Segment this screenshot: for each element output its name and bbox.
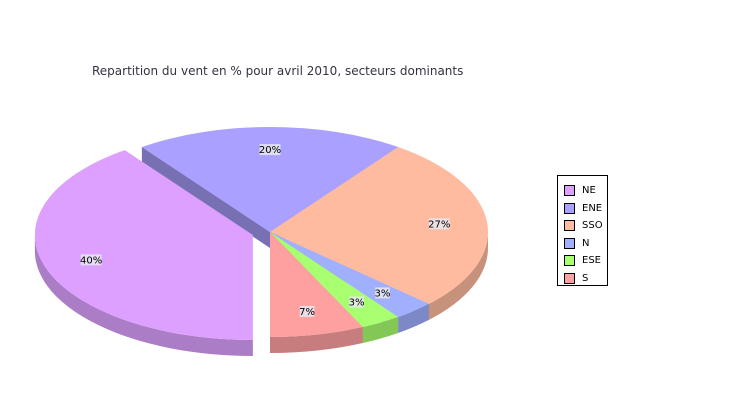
pie-side-ne: [34, 235, 253, 357]
legend-swatch: [564, 272, 575, 284]
pie-slice-s: [270, 232, 363, 337]
pie-edge-ene: [141, 147, 270, 248]
slice-label-sso: 27%: [428, 219, 450, 230]
slice-label-bg: [349, 296, 364, 308]
slice-label-ne: 40%: [80, 255, 102, 266]
legend-label: SSO: [582, 220, 603, 232]
slice-label-n: 3%: [375, 288, 391, 299]
slice-label-s: 7%: [299, 307, 315, 318]
pie-side-ese: [362, 316, 399, 344]
legend-item-ene: ENE: [564, 200, 607, 218]
pie-side-n: [398, 303, 429, 333]
legend-item-sso: SSO: [564, 217, 607, 235]
legend-swatch: [564, 220, 575, 232]
chart-title: Repartition du vent en % pour avril 2010…: [92, 64, 464, 78]
legend-item-n: N: [564, 235, 607, 253]
legend-swatch: [564, 202, 575, 214]
chart-legend: NE ENE SSO N ESE S: [557, 175, 608, 286]
legend-label: ENE: [582, 202, 603, 214]
legend-label: N: [582, 237, 590, 249]
legend-label: S: [582, 272, 589, 284]
legend-label: NE: [582, 185, 596, 197]
slice-label-ene: 20%: [259, 145, 281, 156]
slice-label-bg: [428, 218, 450, 230]
legend-item-ese: ESE: [564, 252, 607, 270]
slice-label-bg: [259, 144, 281, 156]
pie-slice-ese: [270, 232, 399, 328]
legend-label: ESE: [582, 255, 601, 267]
pie-side-s: [270, 327, 363, 353]
slice-label-bg: [80, 254, 102, 266]
legend-swatch: [564, 237, 575, 249]
legend-swatch: [564, 255, 575, 267]
legend-item-s: S: [564, 270, 607, 288]
pie-slice-ne: [34, 150, 253, 341]
slice-label-bg: [299, 305, 315, 317]
slice-label-bg: [375, 287, 390, 299]
pie-labels: 40% 20% 27% 3% 3% 7%: [80, 144, 450, 318]
pie-side-sso: [428, 232, 488, 320]
legend-swatch: [564, 185, 575, 197]
pie-slice-sso: [270, 147, 488, 304]
pie-tops: [34, 127, 488, 341]
slice-label-ese: 3%: [349, 297, 365, 308]
pie-slice-ene: [141, 127, 399, 232]
legend-item-ne: NE: [564, 182, 607, 200]
